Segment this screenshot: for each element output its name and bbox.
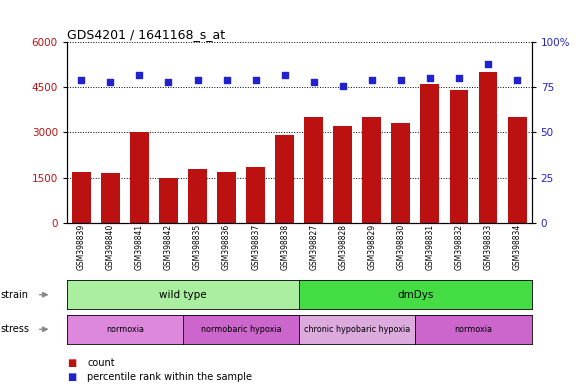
- Point: [222, 77, 231, 83]
- Bar: [333, 126, 352, 223]
- Bar: [101, 173, 120, 223]
- Bar: [188, 169, 207, 223]
- Point: [193, 77, 202, 83]
- Point: [106, 79, 115, 85]
- Bar: [246, 167, 265, 223]
- Text: percentile rank within the sample: percentile rank within the sample: [87, 372, 252, 382]
- Bar: [392, 124, 410, 223]
- Bar: [479, 72, 497, 223]
- Text: chronic hypobaric hypoxia: chronic hypobaric hypoxia: [304, 325, 410, 334]
- Point: [338, 83, 347, 89]
- Text: ■: ■: [67, 372, 76, 382]
- Bar: [72, 172, 91, 223]
- Text: stress: stress: [1, 324, 30, 334]
- Point: [367, 77, 376, 83]
- Text: wild type: wild type: [159, 290, 207, 300]
- Point: [77, 77, 86, 83]
- Point: [483, 61, 493, 67]
- Point: [396, 77, 406, 83]
- Text: normobaric hypoxia: normobaric hypoxia: [201, 325, 281, 334]
- Point: [309, 79, 318, 85]
- Bar: [421, 84, 439, 223]
- Point: [135, 72, 144, 78]
- Text: strain: strain: [1, 290, 28, 300]
- Point: [512, 77, 522, 83]
- Bar: [450, 90, 468, 223]
- Bar: [159, 178, 178, 223]
- Bar: [363, 118, 381, 223]
- Text: GDS4201 / 1641168_s_at: GDS4201 / 1641168_s_at: [67, 28, 225, 41]
- Text: normoxia: normoxia: [106, 325, 144, 334]
- Text: ■: ■: [67, 358, 76, 368]
- Point: [425, 75, 435, 81]
- Text: dmDys: dmDys: [397, 290, 433, 300]
- Bar: [508, 118, 526, 223]
- Text: normoxia: normoxia: [454, 325, 493, 334]
- Bar: [304, 118, 323, 223]
- Point: [164, 79, 173, 85]
- Bar: [275, 136, 294, 223]
- Bar: [217, 172, 236, 223]
- Point: [454, 75, 464, 81]
- Bar: [130, 132, 149, 223]
- Point: [280, 72, 289, 78]
- Text: count: count: [87, 358, 115, 368]
- Point: [251, 77, 260, 83]
